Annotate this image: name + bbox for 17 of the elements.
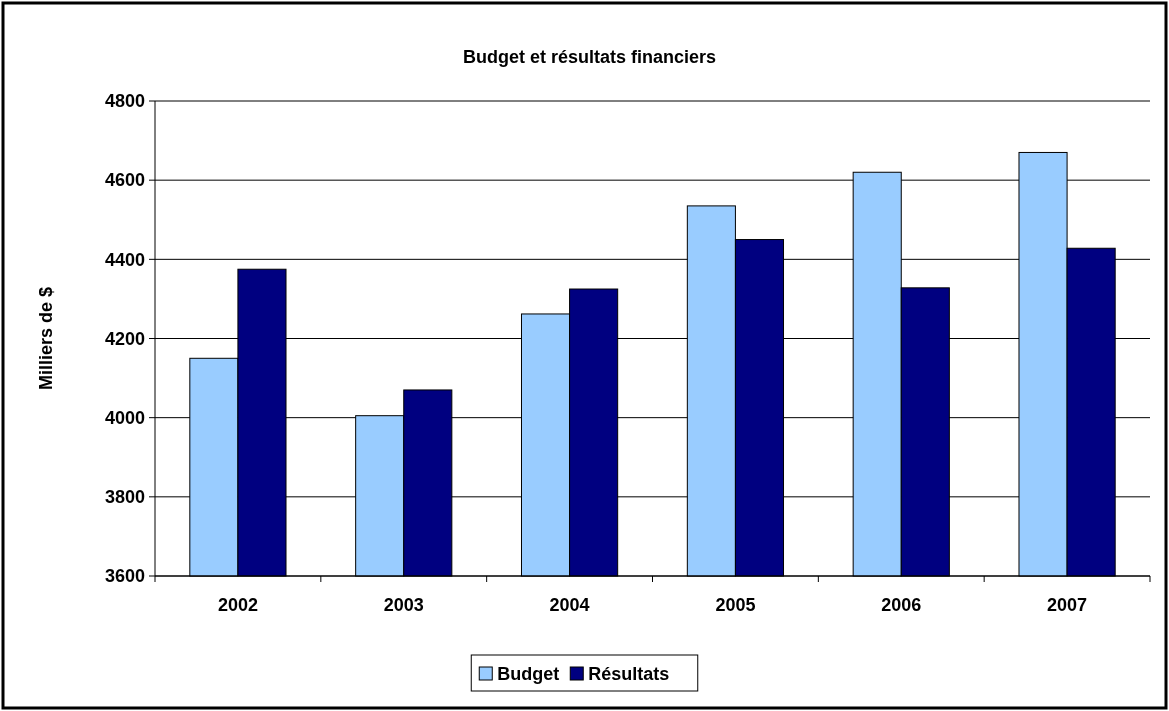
chart-title: Budget et résultats financiers — [462, 47, 717, 67]
y-tick-label: 4400 — [104, 249, 145, 270]
x-tick-label: 2002 — [217, 595, 258, 615]
y-tick-label: 3800 — [104, 487, 145, 508]
x-tick-label: 2006 — [881, 595, 922, 615]
y-tick-label: 4000 — [104, 407, 145, 428]
y-axis-title: Milliers de $ — [36, 286, 56, 391]
y-tick-label: 4800 — [104, 91, 145, 112]
x-tick-label: 2004 — [549, 595, 590, 615]
x-tick-label: 2007 — [1047, 595, 1088, 615]
y-tick-label: 3600 — [104, 566, 145, 587]
x-tick-label: 2003 — [383, 595, 424, 615]
y-tick-label: 4600 — [104, 170, 145, 191]
legend-label: Résultats — [588, 664, 670, 685]
y-tick-label: 4200 — [104, 328, 145, 349]
legend-label: Budget — [497, 664, 560, 685]
x-tick-label: 2005 — [715, 595, 756, 615]
